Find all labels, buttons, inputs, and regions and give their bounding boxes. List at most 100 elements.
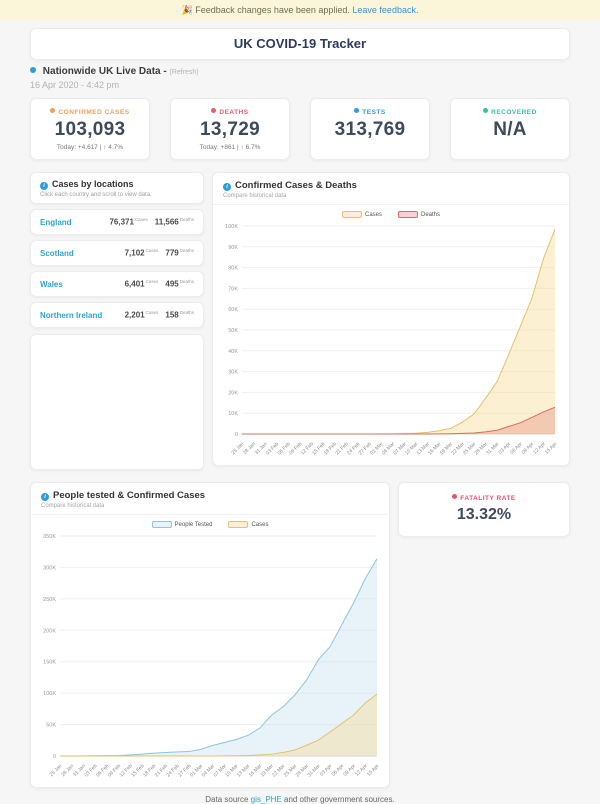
svg-text:70K: 70K bbox=[228, 286, 238, 292]
stat-card-deaths: DEATHS 13,729 Today: +861 | ↑ 6.7% bbox=[170, 98, 290, 160]
location-row-scotland[interactable]: Scotland 7,102Cases 779Deaths bbox=[30, 240, 204, 266]
cases-unit-label: Cases bbox=[145, 248, 159, 254]
chart-header: i People tested & Confirmed Cases Compare… bbox=[31, 483, 389, 515]
location-row-northern-ireland[interactable]: Northern Ireland 2,201Cases 158Deaths bbox=[30, 302, 204, 328]
locations-empty-card bbox=[30, 334, 204, 470]
country-cases: 2,201 bbox=[124, 310, 145, 320]
info-icon: i bbox=[41, 493, 49, 501]
country-name: England bbox=[40, 217, 72, 227]
svg-text:350K: 350K bbox=[43, 534, 56, 540]
locations-panel: i Cases by locations Click each country a… bbox=[30, 172, 204, 470]
fatality-value: 13.32% bbox=[456, 506, 512, 523]
meta-timestamp: 16 Apr 2020 - 4:42 pm bbox=[30, 80, 120, 90]
country-deaths: 11,566 bbox=[154, 217, 179, 227]
fatality-rate-card: FATALITY RATE 13.32% bbox=[398, 482, 570, 537]
svg-text:60K: 60K bbox=[228, 307, 238, 313]
svg-text:15 Apr: 15 Apr bbox=[544, 441, 559, 456]
legend-label: People Tested bbox=[174, 521, 213, 528]
stat-value: 103,093 bbox=[54, 119, 126, 140]
svg-text:50K: 50K bbox=[228, 328, 238, 334]
svg-text:200K: 200K bbox=[43, 628, 56, 634]
svg-text:250K: 250K bbox=[43, 597, 56, 603]
stat-card-tests: TESTS 313,769 bbox=[310, 98, 430, 160]
svg-text:10K: 10K bbox=[228, 411, 238, 417]
locations-title: Cases by locations bbox=[52, 179, 134, 189]
country-deaths: 495 bbox=[165, 279, 179, 289]
cases-unit-label: Cases bbox=[145, 310, 159, 316]
chart-subtitle: Compare historical data bbox=[223, 193, 287, 199]
recovered-dot-icon bbox=[483, 108, 489, 113]
legend-label: Cases bbox=[364, 211, 382, 218]
svg-text:15 Apr: 15 Apr bbox=[366, 763, 381, 778]
svg-text:100K: 100K bbox=[225, 224, 238, 230]
chart-plot-area: 0 50K 100K 150K 200K 250K 300K 350K 25 Jan 28 Jan… bbox=[31, 528, 389, 787]
stat-value: N/A bbox=[493, 119, 527, 140]
legend-swatch bbox=[341, 211, 362, 218]
meta-label: Nationwide UK Live Data - bbox=[42, 66, 167, 77]
svg-text:0: 0 bbox=[235, 432, 238, 438]
cases-unit-label: Cases bbox=[134, 217, 148, 223]
chart-legend: Cases Deaths bbox=[213, 211, 569, 218]
chart-title: People tested & Confirmed Cases bbox=[53, 490, 206, 501]
country-cases: 6,401 bbox=[124, 279, 145, 289]
banner-text: Feedback changes have been applied. bbox=[195, 5, 350, 15]
stat-sub bbox=[311, 144, 429, 152]
deaths-dot-icon bbox=[211, 108, 217, 113]
leave-feedback-link[interactable]: Leave feedback. bbox=[352, 5, 419, 15]
svg-text:50K: 50K bbox=[46, 723, 56, 729]
legend-item[interactable]: Cases bbox=[228, 521, 268, 528]
svg-text:31 Mar: 31 Mar bbox=[485, 441, 500, 456]
country-name: Wales bbox=[40, 279, 63, 289]
page-title: UK COVID-19 Tracker bbox=[30, 28, 570, 60]
stat-label: CONFIRMED CASES bbox=[58, 109, 130, 116]
country-deaths: 158 bbox=[165, 310, 179, 320]
chart-card-cases-deaths: i Confirmed Cases & Deaths Compare histor… bbox=[212, 172, 570, 466]
stat-value: 313,769 bbox=[334, 119, 406, 140]
legend-item[interactable]: People Tested bbox=[151, 521, 213, 528]
location-row-england[interactable]: England 76,371Cases 11,566Deaths bbox=[30, 209, 204, 235]
tests-dot-icon bbox=[354, 108, 360, 113]
deaths-unit-label: Deaths bbox=[179, 279, 194, 285]
chart-header: i Confirmed Cases & Deaths Compare histor… bbox=[213, 173, 569, 205]
deaths-unit-label: Deaths bbox=[179, 310, 194, 316]
country-deaths: 779 bbox=[165, 248, 179, 258]
svg-text:40K: 40K bbox=[228, 349, 238, 355]
chart-subtitle: Compare historical data bbox=[41, 503, 105, 509]
info-icon: i bbox=[40, 182, 48, 190]
svg-text:100K: 100K bbox=[43, 691, 56, 697]
stat-card-recovered: RECOVERED N/A bbox=[450, 98, 570, 160]
svg-text:30K: 30K bbox=[228, 370, 238, 376]
legend-swatch bbox=[398, 211, 418, 218]
svg-text:300K: 300K bbox=[43, 565, 56, 571]
stat-sub bbox=[451, 144, 569, 152]
locations-header: i Cases by locations Click each country a… bbox=[30, 172, 204, 204]
country-cases: 7,102 bbox=[124, 248, 145, 258]
legend-item[interactable]: Deaths bbox=[398, 211, 440, 218]
legend-item[interactable]: Cases bbox=[341, 211, 382, 218]
chart-card-tested-cases: i People tested & Confirmed Cases Compare… bbox=[30, 482, 390, 788]
stat-sub: Today: +4,617 | ↑ 4.7% bbox=[56, 144, 124, 151]
svg-text:80K: 80K bbox=[228, 266, 238, 272]
cases-unit-label: Cases bbox=[145, 279, 159, 285]
svg-text:90K: 90K bbox=[228, 245, 238, 251]
live-dot-icon bbox=[30, 67, 36, 73]
meta-section: Nationwide UK Live Data - (Refresh) 16 A… bbox=[30, 66, 570, 90]
legend-label: Deaths bbox=[421, 211, 441, 218]
chart-legend: People Tested Cases bbox=[31, 521, 389, 528]
location-row-wales[interactable]: Wales 6,401Cases 495Deaths bbox=[30, 271, 204, 297]
refresh-link[interactable]: (Refresh) bbox=[169, 69, 199, 76]
feedback-banner: 🎉 Feedback changes have been applied. Le… bbox=[0, 0, 600, 20]
chart-plot-area: 0 10K 20K 30K 40K 50K 60K 70K 80K 90K 100K 25 Jan 28… bbox=[213, 218, 569, 465]
stat-label: TESTS bbox=[362, 109, 386, 116]
svg-text:0: 0 bbox=[53, 754, 56, 760]
locations-subtitle: Click each country and scroll to view da… bbox=[40, 192, 152, 198]
stat-value: 13,729 bbox=[200, 119, 260, 140]
country-name: Northern Ireland bbox=[40, 310, 103, 320]
chart-title: Confirmed Cases & Deaths bbox=[235, 180, 357, 191]
stat-sub: Today: +861 | ↑ 6.7% bbox=[199, 144, 261, 151]
country-name: Scotland bbox=[40, 248, 74, 258]
country-cases: 76,371 bbox=[109, 217, 134, 227]
deaths-unit-label: Deaths bbox=[179, 248, 194, 254]
